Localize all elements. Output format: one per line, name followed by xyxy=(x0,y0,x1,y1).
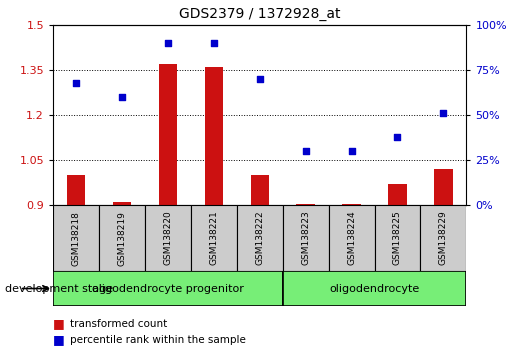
Title: GDS2379 / 1372928_at: GDS2379 / 1372928_at xyxy=(179,7,340,21)
Text: development stage: development stage xyxy=(5,284,113,293)
Text: GSM138221: GSM138221 xyxy=(209,211,218,266)
Bar xyxy=(329,205,375,271)
Point xyxy=(255,76,264,82)
Point xyxy=(347,148,356,154)
Bar xyxy=(53,271,282,306)
Bar xyxy=(282,271,466,306)
Text: GSM138229: GSM138229 xyxy=(439,211,448,266)
Text: GSM138218: GSM138218 xyxy=(72,211,81,266)
Bar xyxy=(99,205,145,271)
Bar xyxy=(388,184,407,205)
Bar xyxy=(145,205,191,271)
Bar xyxy=(53,205,99,271)
Bar xyxy=(434,169,453,205)
Bar xyxy=(113,202,131,205)
Bar xyxy=(282,205,329,271)
Point xyxy=(393,134,402,139)
Point xyxy=(72,80,80,85)
Bar xyxy=(191,205,237,271)
Text: GSM138222: GSM138222 xyxy=(255,211,264,266)
Point xyxy=(209,40,218,46)
Bar xyxy=(420,205,466,271)
Text: GSM138223: GSM138223 xyxy=(301,211,310,266)
Text: GSM138219: GSM138219 xyxy=(118,211,126,266)
Text: percentile rank within the sample: percentile rank within the sample xyxy=(70,335,246,345)
Text: ■: ■ xyxy=(53,318,65,330)
Bar xyxy=(67,175,85,205)
Text: ■: ■ xyxy=(53,333,65,346)
Point xyxy=(164,40,172,46)
Bar xyxy=(342,204,361,205)
Bar xyxy=(296,204,315,205)
Bar xyxy=(158,64,177,205)
Point xyxy=(118,94,126,100)
Text: transformed count: transformed count xyxy=(70,319,167,329)
Bar xyxy=(205,67,223,205)
Point xyxy=(439,110,448,116)
Bar xyxy=(251,175,269,205)
Point xyxy=(302,148,310,154)
Text: oligodendrocyte progenitor: oligodendrocyte progenitor xyxy=(92,284,244,293)
Text: oligodendrocyte: oligodendrocyte xyxy=(330,284,420,293)
Text: GSM138220: GSM138220 xyxy=(163,211,172,266)
Bar xyxy=(375,205,420,271)
Bar xyxy=(237,205,282,271)
Text: GSM138225: GSM138225 xyxy=(393,211,402,266)
Text: GSM138224: GSM138224 xyxy=(347,211,356,266)
